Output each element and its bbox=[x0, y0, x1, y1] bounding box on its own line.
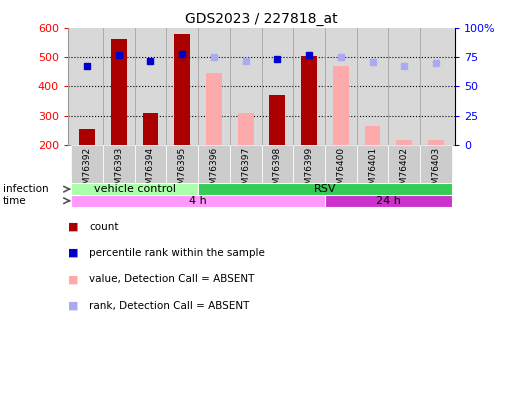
Text: ■: ■ bbox=[68, 301, 78, 311]
Bar bbox=[301, 56, 317, 145]
Bar bbox=[365, 126, 380, 145]
Bar bbox=[111, 38, 127, 145]
Text: GSM76398: GSM76398 bbox=[273, 147, 282, 196]
Text: GSM76399: GSM76399 bbox=[304, 147, 314, 196]
Bar bbox=[71, 145, 103, 183]
Text: 24 h: 24 h bbox=[376, 196, 401, 206]
Bar bbox=[71, 183, 198, 195]
Bar bbox=[357, 145, 389, 183]
Bar bbox=[230, 145, 262, 183]
Bar bbox=[71, 195, 325, 207]
Bar bbox=[198, 145, 230, 183]
Text: vehicle control: vehicle control bbox=[94, 184, 176, 194]
Bar bbox=[293, 145, 325, 183]
Text: ■: ■ bbox=[68, 275, 78, 284]
Text: 4 h: 4 h bbox=[189, 196, 207, 206]
Bar bbox=[166, 145, 198, 183]
Bar bbox=[134, 145, 166, 183]
Text: GSM76402: GSM76402 bbox=[400, 147, 409, 196]
Text: GSM76397: GSM76397 bbox=[241, 147, 250, 196]
Bar bbox=[103, 145, 134, 183]
Text: value, Detection Call = ABSENT: value, Detection Call = ABSENT bbox=[89, 275, 254, 284]
Text: percentile rank within the sample: percentile rank within the sample bbox=[89, 248, 265, 258]
Text: rank, Detection Call = ABSENT: rank, Detection Call = ABSENT bbox=[89, 301, 249, 311]
Bar bbox=[262, 145, 293, 183]
Bar bbox=[333, 66, 349, 145]
Bar bbox=[325, 145, 357, 183]
Bar bbox=[389, 145, 420, 183]
Text: GSM76393: GSM76393 bbox=[114, 147, 123, 196]
Text: GSM76395: GSM76395 bbox=[178, 147, 187, 196]
Bar bbox=[420, 145, 452, 183]
Text: ■: ■ bbox=[68, 248, 78, 258]
Text: GSM76401: GSM76401 bbox=[368, 147, 377, 196]
Text: GSM76400: GSM76400 bbox=[336, 147, 345, 196]
Bar bbox=[269, 95, 285, 145]
Text: infection: infection bbox=[3, 184, 48, 194]
Text: GSM76396: GSM76396 bbox=[209, 147, 219, 196]
Bar bbox=[238, 113, 254, 145]
Text: GSM76394: GSM76394 bbox=[146, 147, 155, 196]
Text: ■: ■ bbox=[68, 222, 78, 232]
Bar bbox=[206, 73, 222, 145]
Bar bbox=[325, 195, 452, 207]
Text: GSM76392: GSM76392 bbox=[83, 147, 92, 196]
Text: RSV: RSV bbox=[314, 184, 336, 194]
Bar bbox=[428, 140, 444, 145]
Bar bbox=[396, 140, 412, 145]
Title: GDS2023 / 227818_at: GDS2023 / 227818_at bbox=[185, 12, 338, 26]
Text: count: count bbox=[89, 222, 118, 232]
Bar bbox=[79, 129, 95, 145]
Bar bbox=[198, 183, 452, 195]
Text: GSM76403: GSM76403 bbox=[431, 147, 440, 196]
Text: time: time bbox=[3, 196, 26, 206]
Bar bbox=[143, 113, 158, 145]
Bar bbox=[174, 34, 190, 145]
